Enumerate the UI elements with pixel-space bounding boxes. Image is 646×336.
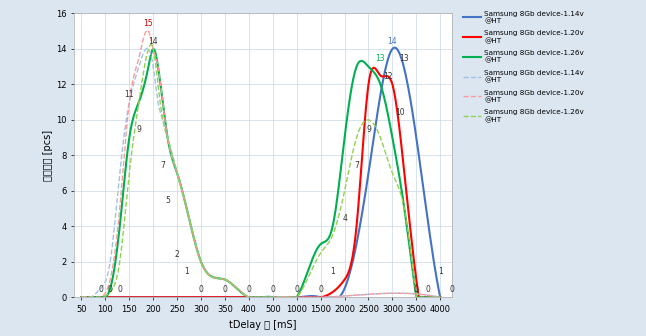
Text: 7: 7 [160,161,165,170]
Text: 9: 9 [366,125,371,134]
Text: 0: 0 [295,285,299,294]
Text: 11: 11 [125,90,134,99]
Text: 13: 13 [399,54,409,64]
Text: 7: 7 [354,161,359,170]
Text: 12: 12 [383,72,392,81]
Text: 0: 0 [426,285,431,294]
Text: 9: 9 [136,125,141,134]
Text: 0: 0 [414,285,419,294]
Text: 14: 14 [388,37,397,46]
Text: 0: 0 [450,285,455,294]
Text: 2: 2 [175,250,180,258]
Text: 14: 14 [149,37,158,46]
Legend: Samsung 8Gb device-1.14v
@HT, Samsung 8Gb device-1.20v
@HT, Samsung 8Gb device-1: Samsung 8Gb device-1.14v @HT, Samsung 8G… [460,8,587,126]
Text: 1: 1 [438,267,443,276]
Text: 10: 10 [395,108,404,117]
Y-axis label: 讀取次數 [pcs]: 讀取次數 [pcs] [43,130,53,181]
Text: 4: 4 [342,214,347,223]
Text: 5: 5 [165,196,170,205]
Text: 0: 0 [222,285,227,294]
Text: 0: 0 [98,285,103,294]
Text: 0: 0 [118,285,122,294]
Text: 1: 1 [184,267,189,276]
Text: 0: 0 [271,285,275,294]
Text: 0: 0 [318,285,323,294]
Text: 0: 0 [198,285,203,294]
Text: 0: 0 [108,285,112,294]
Text: 15: 15 [143,19,153,28]
Text: 13: 13 [375,54,385,64]
X-axis label: tDelay 値 [mS]: tDelay 値 [mS] [229,320,297,330]
Text: 1: 1 [330,267,335,276]
Text: 0: 0 [247,285,251,294]
